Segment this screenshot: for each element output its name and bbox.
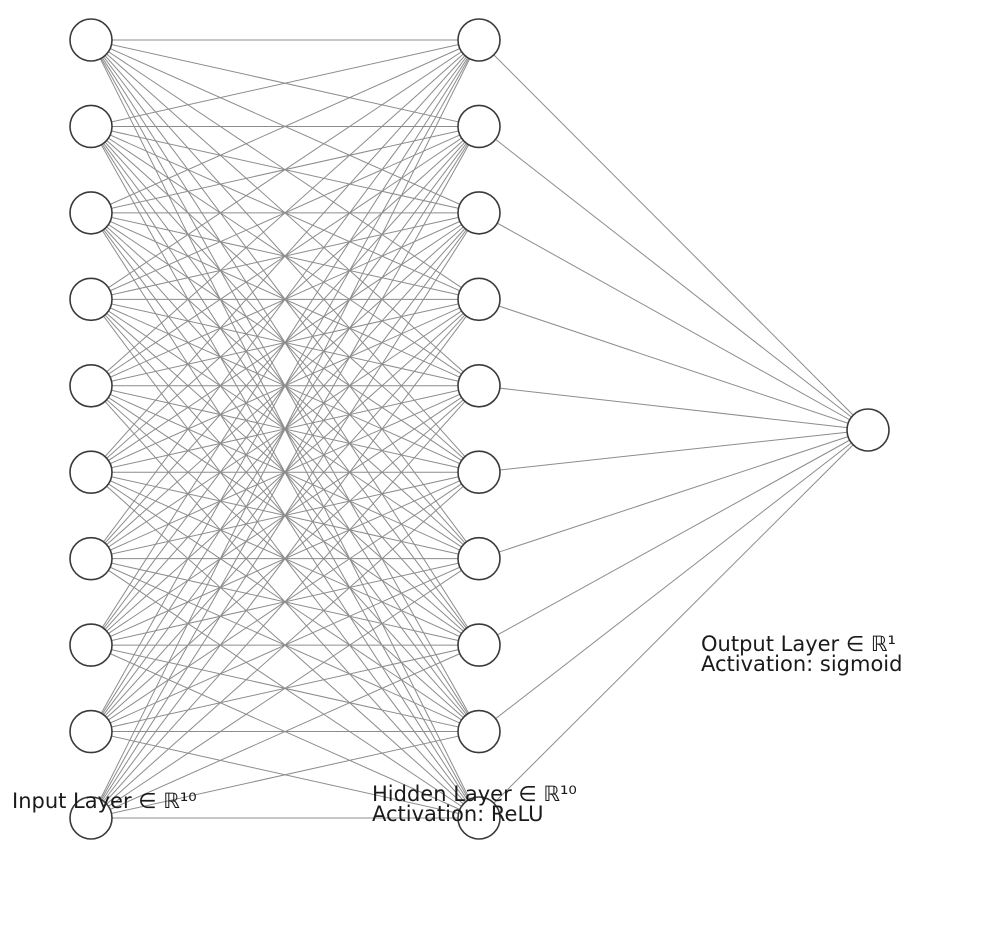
output-layer-title: Output Layer ∈ ℝ¹ bbox=[701, 632, 896, 656]
connection-hidden-4-to-output-1 bbox=[478, 298, 869, 431]
input-neuron-9 bbox=[69, 709, 113, 754]
connection-hidden-5-to-output-1 bbox=[478, 385, 869, 431]
connection-input-10-to-hidden-1 bbox=[90, 39, 480, 819]
input-neuron-5 bbox=[69, 363, 113, 408]
connection-input-10-to-hidden-9 bbox=[90, 731, 480, 819]
connection-hidden-2-to-output-1 bbox=[478, 126, 869, 431]
hidden-neuron-6 bbox=[457, 450, 501, 495]
connection-input-10-to-hidden-2 bbox=[90, 126, 480, 819]
output-layer-activation: Activation: sigmoid bbox=[701, 652, 903, 676]
connection-hidden-7-to-output-1 bbox=[478, 429, 869, 560]
connection-input-6-to-hidden-1 bbox=[90, 39, 480, 473]
input-neuron-4 bbox=[69, 277, 113, 322]
output-layer-label: Output Layer ∈ ℝ¹ Activation: sigmoid bbox=[701, 632, 903, 676]
input-neuron-10 bbox=[69, 796, 113, 840]
hidden-neuron-2 bbox=[457, 104, 501, 149]
connection-hidden-8-to-output-1 bbox=[478, 429, 869, 646]
input-neuron-8 bbox=[69, 623, 113, 667]
hidden-neuron-8 bbox=[457, 623, 501, 667]
input-neuron-6 bbox=[69, 450, 113, 495]
connection-hidden-10-to-output-1 bbox=[478, 429, 869, 819]
input-neuron-1 bbox=[69, 18, 113, 62]
hidden-neuron-1 bbox=[457, 18, 501, 62]
hidden-layer-title: Hidden Layer ∈ ℝ¹⁰ bbox=[372, 782, 577, 806]
neurons bbox=[69, 18, 890, 840]
connection-hidden-1-to-output-1 bbox=[478, 39, 869, 431]
input-layer-label: Input Layer ∈ ℝ¹⁰ bbox=[12, 789, 197, 813]
input-neuron-2 bbox=[69, 104, 113, 149]
hidden-neuron-7 bbox=[457, 536, 501, 581]
input-neuron-3 bbox=[69, 191, 113, 235]
connection-input-10-to-hidden-5 bbox=[90, 385, 480, 819]
hidden-layer-activation: Activation: ReLU bbox=[372, 802, 544, 826]
hidden-layer-label: Hidden Layer ∈ ℝ¹⁰ Activation: ReLU bbox=[372, 782, 577, 826]
input-neuron-7 bbox=[69, 536, 113, 581]
connections bbox=[90, 39, 869, 819]
connection-input-5-to-hidden-1 bbox=[90, 39, 480, 387]
output-neuron-1 bbox=[846, 408, 890, 452]
hidden-neuron-4 bbox=[457, 277, 501, 322]
hidden-neuron-5 bbox=[457, 363, 501, 408]
connection-input-10-to-hidden-7 bbox=[90, 558, 480, 819]
connection-input-4-to-hidden-1 bbox=[90, 39, 480, 300]
connection-input-10-to-hidden-8 bbox=[90, 644, 480, 819]
connection-hidden-9-to-output-1 bbox=[478, 429, 869, 732]
hidden-neuron-9 bbox=[457, 709, 501, 754]
connection-hidden-3-to-output-1 bbox=[478, 212, 869, 431]
connection-hidden-6-to-output-1 bbox=[478, 429, 869, 473]
connection-input-10-to-hidden-3 bbox=[90, 212, 480, 819]
connection-input-9-to-hidden-1 bbox=[90, 39, 480, 732]
connection-input-10-to-hidden-4 bbox=[90, 299, 480, 819]
hidden-neuron-10 bbox=[457, 796, 501, 840]
connection-input-3-to-hidden-1 bbox=[90, 39, 480, 214]
input-layer-title: Input Layer ∈ ℝ¹⁰ bbox=[12, 789, 197, 813]
connection-input-10-to-hidden-6 bbox=[90, 471, 480, 819]
connection-input-7-to-hidden-1 bbox=[90, 39, 480, 559]
connection-input-8-to-hidden-1 bbox=[90, 39, 480, 646]
hidden-neuron-3 bbox=[457, 191, 501, 235]
connection-input-2-to-hidden-1 bbox=[90, 39, 480, 127]
